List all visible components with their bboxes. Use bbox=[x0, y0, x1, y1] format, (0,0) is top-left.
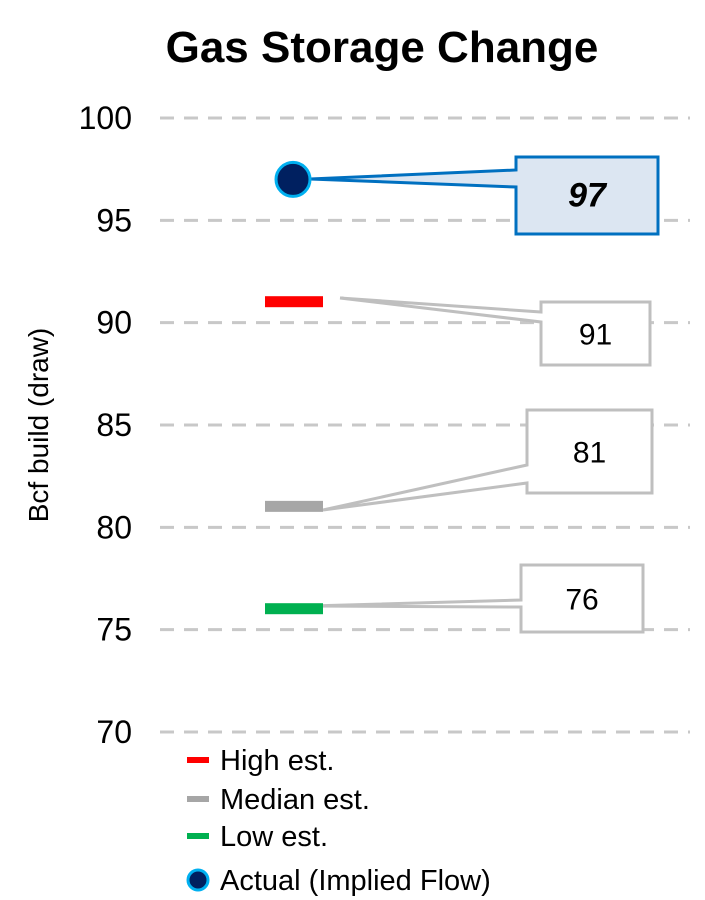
marker-low bbox=[265, 603, 323, 615]
legend-swatch bbox=[187, 757, 209, 763]
marker-actual bbox=[274, 160, 312, 198]
marks bbox=[265, 160, 323, 615]
callouts: 91 81 76 97 bbox=[309, 155, 660, 634]
marker-median bbox=[265, 500, 323, 512]
legend-label: Low est. bbox=[220, 821, 328, 853]
legend-swatch bbox=[186, 868, 210, 892]
data-label: 97 bbox=[568, 177, 608, 215]
y-tick-label: 80 bbox=[96, 509, 132, 545]
y-tick-label: 75 bbox=[96, 612, 132, 648]
chart-title: Gas Storage Change bbox=[166, 23, 599, 72]
legend-label: Actual (Implied Flow) bbox=[220, 865, 491, 897]
data-label: 81 bbox=[573, 437, 606, 470]
legend-swatch bbox=[187, 833, 209, 839]
legend-label: High est. bbox=[220, 745, 334, 777]
y-axis-label: Bcf build (draw) bbox=[23, 328, 54, 523]
y-tick-label: 70 bbox=[96, 714, 132, 750]
legend: High est. Median est. Low est. Actual (Impl… bbox=[186, 745, 491, 897]
callout-box bbox=[339, 296, 652, 367]
legend-label: Median est. bbox=[220, 784, 370, 816]
y-tick-label: 85 bbox=[96, 407, 132, 443]
y-tick-label: 90 bbox=[96, 305, 132, 341]
y-tick-label: 100 bbox=[79, 100, 132, 136]
y-tick-label: 95 bbox=[96, 202, 132, 238]
legend-swatch bbox=[187, 796, 209, 802]
y-ticks: 100 95 90 85 80 75 70 bbox=[79, 100, 132, 750]
callout-box bbox=[309, 563, 645, 634]
data-label: 76 bbox=[565, 584, 598, 617]
callout-box bbox=[309, 155, 660, 236]
callout-box bbox=[322, 408, 654, 512]
data-label: 91 bbox=[579, 319, 612, 352]
marker-high bbox=[265, 296, 323, 308]
